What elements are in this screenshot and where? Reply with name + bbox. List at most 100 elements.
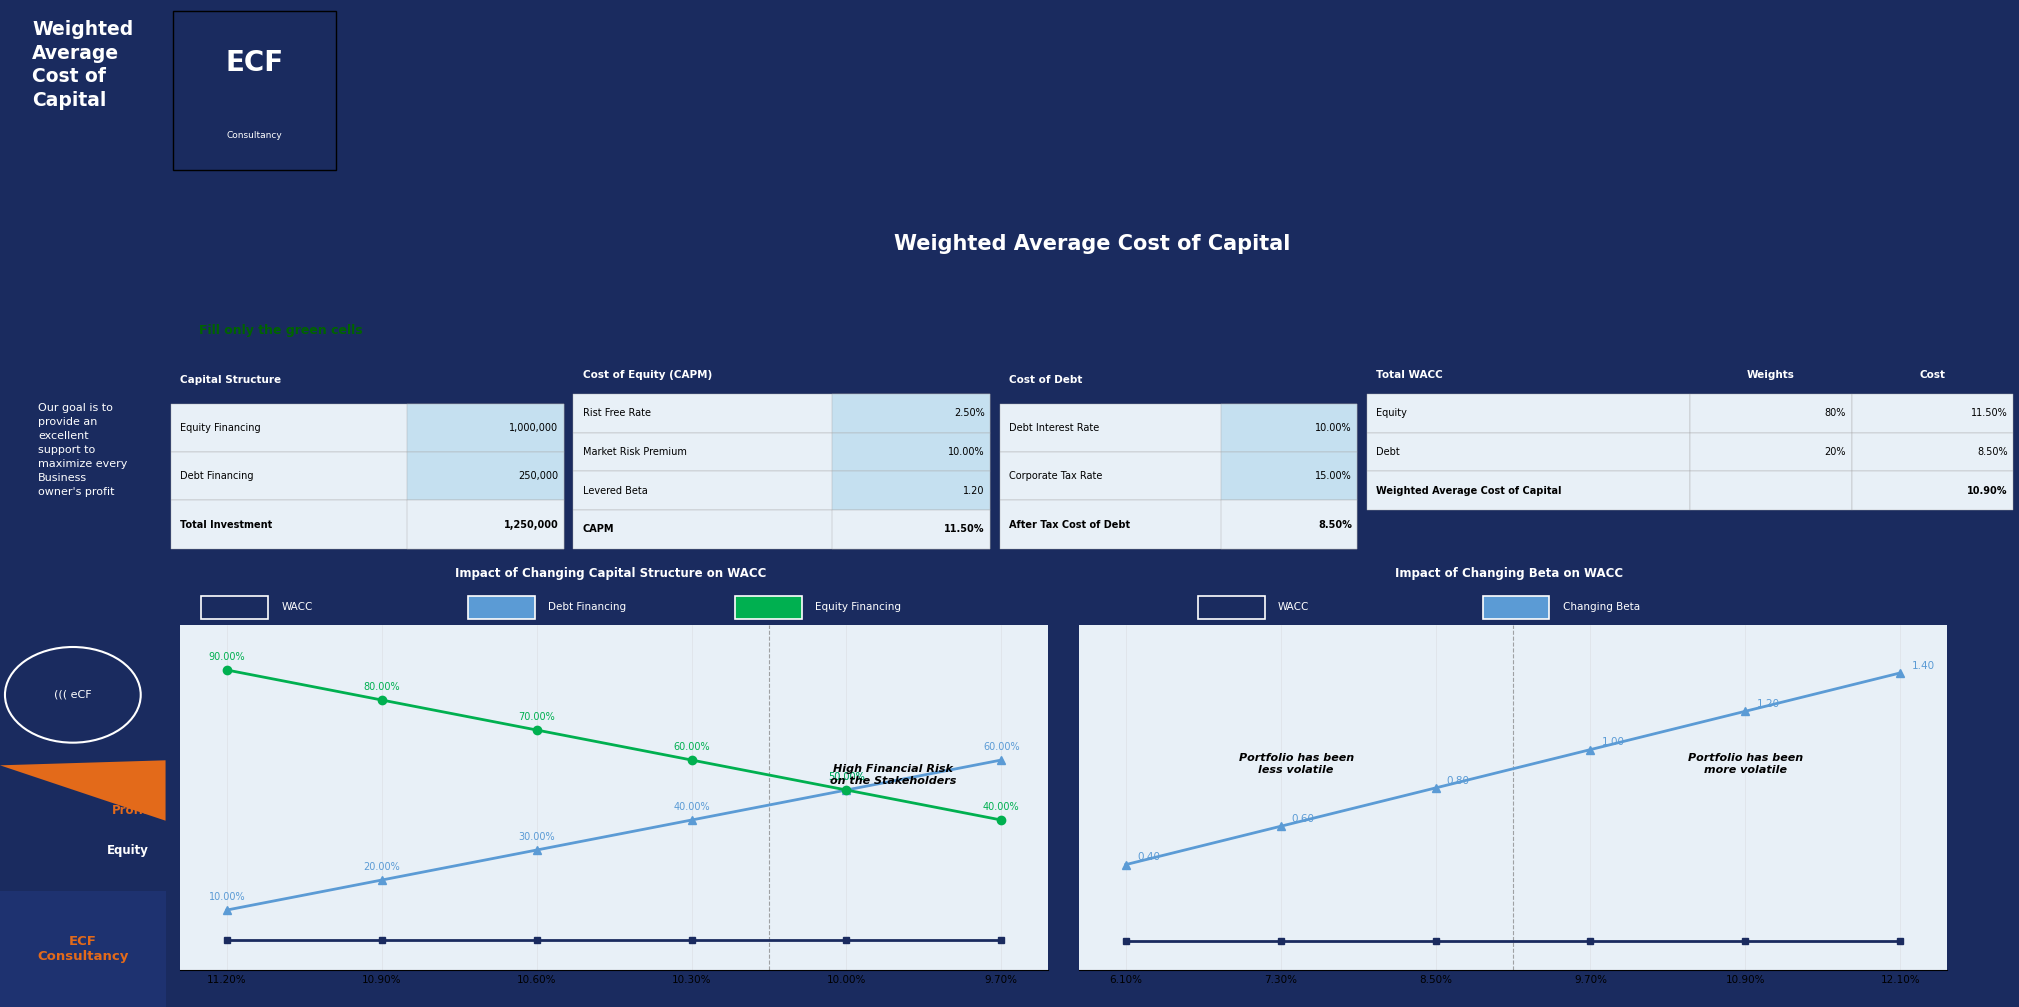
Text: Debt: Debt [1375, 447, 1399, 457]
Text: ECF: ECF [226, 49, 283, 78]
Text: 250,000: 250,000 [519, 471, 559, 481]
Text: 0.80: 0.80 [1448, 775, 1470, 785]
Text: Market Risk Premium: Market Risk Premium [583, 447, 686, 457]
Bar [202, 596, 269, 619]
Text: Cost of Debt: Cost of Debt [1010, 375, 1082, 385]
Text: 50.00%: 50.00% [828, 772, 864, 782]
Text: Weighted
Average
Cost of
Capital: Weighted Average Cost of Capital [32, 20, 133, 110]
FancyBboxPatch shape [174, 11, 335, 170]
Bar [1482, 596, 1549, 619]
Text: Cost of Equity (CAPM): Cost of Equity (CAPM) [583, 370, 713, 380]
Bar [735, 596, 802, 619]
Text: 60.00%: 60.00% [672, 742, 711, 752]
Text: Profit: Profit [111, 805, 149, 817]
Bar [172, 404, 563, 452]
Bar [1690, 471, 1851, 511]
Bar [1690, 433, 1851, 471]
Bar [172, 310, 2013, 351]
Text: Capital Structure: Capital Structure [180, 375, 281, 385]
Text: 11.50%: 11.50% [945, 525, 985, 535]
Text: 20.00%: 20.00% [363, 862, 400, 872]
Polygon shape [0, 760, 166, 821]
Text: 1.40: 1.40 [1912, 661, 1934, 671]
Text: 1,250,000: 1,250,000 [503, 520, 559, 530]
Text: Impact of Changing Beta on WACC: Impact of Changing Beta on WACC [1395, 567, 1623, 580]
Bar [999, 404, 1357, 452]
Text: 8.50%: 8.50% [1977, 447, 2007, 457]
Bar [1221, 404, 1357, 452]
Bar [1197, 596, 1264, 619]
Text: 10.00%: 10.00% [1314, 423, 1353, 433]
Text: CAPM: CAPM [583, 525, 614, 535]
Text: ((( eCF: ((( eCF [55, 690, 91, 700]
Bar [1221, 500, 1357, 549]
Text: Debt Financing: Debt Financing [180, 471, 254, 481]
Bar [832, 511, 991, 549]
Bar [408, 452, 563, 500]
Text: 40.00%: 40.00% [983, 803, 1020, 813]
Text: 10.90%: 10.90% [1967, 485, 2007, 495]
Text: Impact of Changing Capital Structure on WACC: Impact of Changing Capital Structure on … [454, 567, 765, 580]
Text: Portfolio has been
less volatile: Portfolio has been less volatile [1238, 753, 1353, 774]
Text: 1,000,000: 1,000,000 [509, 423, 559, 433]
Text: 0.60: 0.60 [1292, 814, 1314, 824]
Bar [172, 355, 563, 404]
Text: 60.00%: 60.00% [983, 742, 1020, 752]
Text: Debt Interest Rate: Debt Interest Rate [1010, 423, 1098, 433]
Text: 1.20: 1.20 [1757, 699, 1779, 709]
Text: 80%: 80% [1825, 409, 1845, 419]
Text: 10.00%: 10.00% [949, 447, 985, 457]
Bar [0, 891, 166, 1007]
Text: 30.00%: 30.00% [519, 833, 555, 842]
Bar [573, 511, 991, 549]
Text: WACC: WACC [281, 602, 313, 612]
Bar [1367, 471, 1690, 511]
Text: Our goal is to
provide an
excellent
support to
maximize every
Business
owner's p: Our goal is to provide an excellent supp… [38, 403, 127, 496]
Bar [832, 433, 991, 471]
Text: Debt Financing: Debt Financing [547, 602, 626, 612]
Bar [832, 394, 991, 433]
Text: Cost: Cost [1920, 370, 1946, 380]
Bar [1690, 394, 1851, 433]
Text: Corporate Tax Rate: Corporate Tax Rate [1010, 471, 1102, 481]
Bar [1851, 471, 2013, 511]
Text: ECF
Consultancy: ECF Consultancy [36, 934, 129, 963]
Bar [999, 452, 1357, 500]
Text: 1.20: 1.20 [963, 485, 985, 495]
Text: Total Investment: Total Investment [180, 520, 273, 530]
Text: 15.00%: 15.00% [1314, 471, 1353, 481]
Bar [1367, 355, 2013, 394]
Bar [573, 394, 991, 433]
Text: Weights: Weights [1746, 370, 1795, 380]
Text: 70.00%: 70.00% [519, 712, 555, 722]
Text: Weighted Average Cost of Capital: Weighted Average Cost of Capital [894, 235, 1290, 254]
Text: WACC: WACC [1278, 602, 1310, 612]
Text: 90.00%: 90.00% [208, 653, 244, 663]
Text: 0.40: 0.40 [1137, 853, 1159, 862]
Bar [573, 471, 991, 511]
Text: 40.00%: 40.00% [672, 803, 711, 813]
Bar [468, 596, 535, 619]
Bar [408, 500, 563, 549]
Text: Changing Beta: Changing Beta [1563, 602, 1639, 612]
Bar [1221, 452, 1357, 500]
Text: Equity Financing: Equity Financing [180, 423, 260, 433]
Text: Equity: Equity [1375, 409, 1407, 419]
Bar [573, 355, 991, 394]
Text: 20%: 20% [1825, 447, 1845, 457]
Bar [999, 500, 1357, 549]
Text: Fill only the green cells: Fill only the green cells [200, 324, 363, 336]
Text: 50.00%: 50.00% [828, 772, 864, 782]
Bar [172, 500, 563, 549]
Text: Total WACC: Total WACC [1375, 370, 1444, 380]
Bar [408, 404, 563, 452]
Text: 10.00%: 10.00% [208, 892, 244, 902]
Bar [1367, 394, 1690, 433]
Text: After Tax Cost of Debt: After Tax Cost of Debt [1010, 520, 1131, 530]
Bar [1367, 433, 1690, 471]
Text: 80.00%: 80.00% [363, 683, 400, 692]
Text: Rist Free Rate: Rist Free Rate [583, 409, 650, 419]
Text: 8.50%: 8.50% [1318, 520, 1353, 530]
Text: 1.00: 1.00 [1601, 737, 1625, 747]
Text: Consultancy: Consultancy [226, 132, 283, 140]
